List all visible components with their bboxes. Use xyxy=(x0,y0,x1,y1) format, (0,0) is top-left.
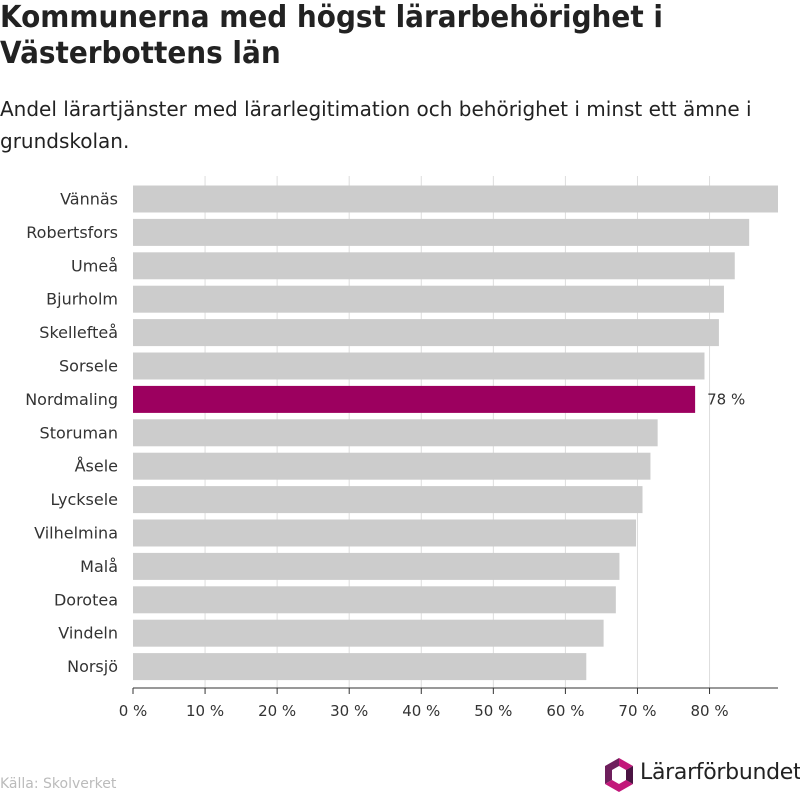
category-labels: Vännäs Robertsfors Umeå Bjurholm Skellefteå S… xyxy=(25,190,118,677)
bar-item xyxy=(133,586,616,614)
x-tick-label: 10 % xyxy=(186,702,224,720)
source-note: Källa: Skolverket xyxy=(0,776,117,792)
bar-item xyxy=(133,252,735,280)
bar-item xyxy=(133,285,724,313)
bar-item xyxy=(133,619,604,647)
bar-item xyxy=(133,552,620,580)
chart-title: Kommunerna med högst lärarbehörighet i V… xyxy=(0,0,663,71)
category-label: Umeå xyxy=(71,256,118,275)
category-label: Lycksele xyxy=(51,490,118,509)
logo-segment-bottom xyxy=(605,780,633,792)
logo-segment-top xyxy=(619,758,633,770)
category-label: Dorotea xyxy=(54,590,118,609)
category-label: Nordmaling xyxy=(25,390,118,409)
logo-segment-left xyxy=(605,758,619,784)
x-tick-label: 60 % xyxy=(546,702,584,720)
bar-item xyxy=(133,185,778,213)
category-label: Storuman xyxy=(40,423,118,442)
category-label: Vännäs xyxy=(60,190,118,209)
bar-item xyxy=(133,352,705,380)
x-tick-labels: 0 % 10 % 20 % 30 % 40 % 50 % 60 % 70 % 80 % xyxy=(119,702,729,720)
x-tick-label: 30 % xyxy=(330,702,368,720)
x-axis xyxy=(132,687,778,694)
bar-highlight xyxy=(133,385,696,413)
category-label: Malå xyxy=(80,557,118,576)
bar-chart: Vännäs Robertsfors Umeå Bjurholm Skellefteå S… xyxy=(25,176,778,720)
x-tick-label: 50 % xyxy=(474,702,512,720)
x-tick-label: 80 % xyxy=(690,702,728,720)
category-label: Bjurholm xyxy=(46,290,118,309)
bars xyxy=(133,185,778,681)
category-label: Vilhelmina xyxy=(34,524,118,543)
bar-item xyxy=(133,519,637,547)
category-label: Vindeln xyxy=(58,624,118,643)
x-tick-label: 20 % xyxy=(258,702,296,720)
bar-item xyxy=(133,452,651,480)
data-labels: 78 % xyxy=(707,390,745,408)
chart-subtitle: Andel lärartjänster med lärarlegitimatio… xyxy=(0,97,752,153)
x-tick-label: 70 % xyxy=(618,702,656,720)
category-label: Sorsele xyxy=(59,357,118,376)
bar-item xyxy=(133,319,719,347)
data-label: 78 % xyxy=(707,390,745,408)
category-label: Norsjö xyxy=(67,657,118,676)
category-label: Robertsfors xyxy=(26,223,118,242)
bar-item xyxy=(133,218,750,246)
category-label: Skellefteå xyxy=(39,323,118,342)
category-label: Åsele xyxy=(75,457,118,476)
logo-text: Lärarförbundet xyxy=(640,760,800,785)
bar-item xyxy=(133,419,658,447)
x-tick-label: 0 % xyxy=(119,702,148,720)
x-tick-label: 40 % xyxy=(402,702,440,720)
lararforbundet-logo-icon xyxy=(605,758,633,792)
bar-item xyxy=(133,653,587,681)
bar-item xyxy=(133,486,643,514)
logo-segment-right xyxy=(626,766,633,784)
